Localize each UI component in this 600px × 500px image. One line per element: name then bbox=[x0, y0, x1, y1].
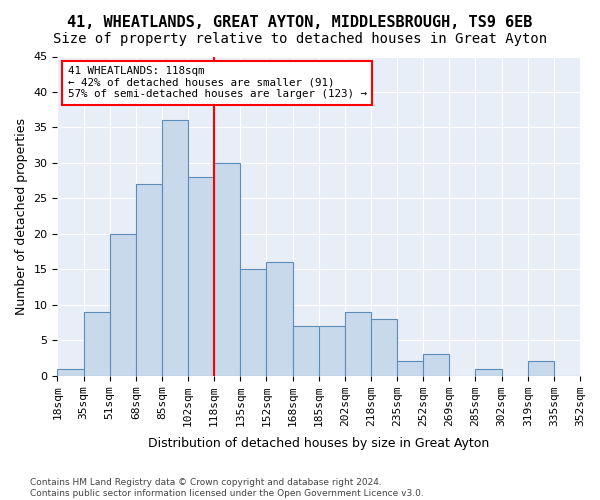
Bar bbox=[110, 234, 136, 376]
X-axis label: Distribution of detached houses by size in Great Ayton: Distribution of detached houses by size … bbox=[148, 437, 490, 450]
Text: 41 WHEATLANDS: 118sqm
← 42% of detached houses are smaller (91)
57% of semi-deta: 41 WHEATLANDS: 118sqm ← 42% of detached … bbox=[68, 66, 367, 100]
Bar bbox=[528, 362, 554, 376]
Bar bbox=[83, 312, 110, 376]
Bar bbox=[397, 362, 423, 376]
Text: Contains HM Land Registry data © Crown copyright and database right 2024.
Contai: Contains HM Land Registry data © Crown c… bbox=[30, 478, 424, 498]
Bar bbox=[266, 262, 293, 376]
Bar bbox=[319, 326, 345, 376]
Bar bbox=[345, 312, 371, 376]
Bar bbox=[423, 354, 449, 376]
Y-axis label: Number of detached properties: Number of detached properties bbox=[15, 118, 28, 314]
Bar bbox=[293, 326, 319, 376]
Bar bbox=[214, 163, 241, 376]
Bar bbox=[162, 120, 188, 376]
Bar bbox=[241, 270, 266, 376]
Bar bbox=[371, 319, 397, 376]
Bar bbox=[136, 184, 162, 376]
Bar bbox=[475, 368, 502, 376]
Text: Size of property relative to detached houses in Great Ayton: Size of property relative to detached ho… bbox=[53, 32, 547, 46]
Bar bbox=[188, 177, 214, 376]
Text: 41, WHEATLANDS, GREAT AYTON, MIDDLESBROUGH, TS9 6EB: 41, WHEATLANDS, GREAT AYTON, MIDDLESBROU… bbox=[67, 15, 533, 30]
Bar bbox=[58, 368, 83, 376]
